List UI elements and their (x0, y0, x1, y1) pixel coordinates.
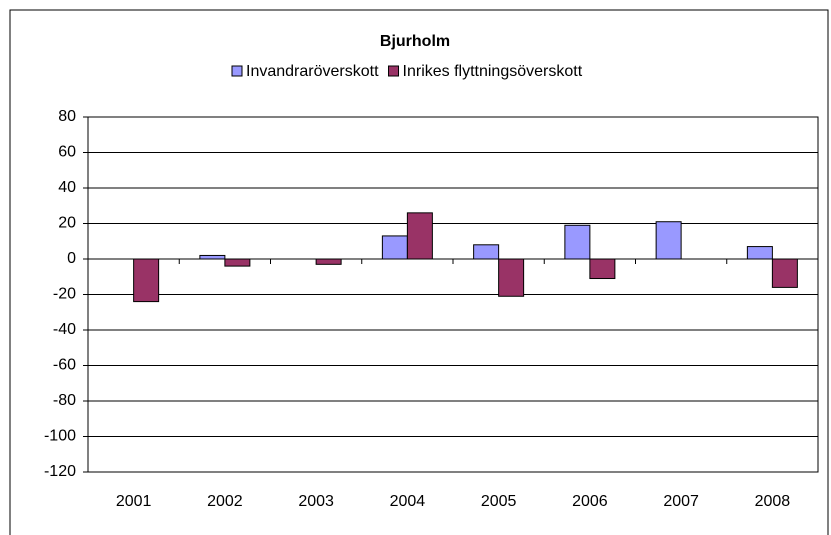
y-tick-label: -60 (53, 357, 76, 374)
y-tick-label: 20 (58, 215, 76, 232)
x-tick-label: 2007 (663, 493, 699, 510)
x-tick-label: 2006 (572, 493, 608, 510)
y-tick-label: -80 (53, 392, 76, 409)
bar (406, 212, 433, 260)
chart-title: Bjurholm (380, 33, 450, 50)
legend: Invandraröverskott Inrikes flyttningsöver… (231, 63, 583, 80)
y-tick-label: -40 (53, 321, 76, 338)
y-tick-label: -20 (53, 286, 76, 303)
bar (224, 258, 251, 267)
legend-label: Inrikes flyttningsöverskott (403, 63, 583, 80)
x-tick-label: 2002 (207, 493, 243, 510)
bar (655, 221, 682, 260)
y-tick-label: 0 (67, 250, 76, 267)
chart-frame (9, 9, 829, 535)
y-tick-label: -100 (44, 428, 76, 445)
y-tick-label: 60 (58, 144, 76, 161)
x-tick-label: 2008 (755, 493, 791, 510)
bar (746, 246, 773, 260)
y-tick-label: 80 (58, 108, 76, 125)
bar (133, 258, 160, 303)
bar (381, 235, 408, 260)
bar (199, 254, 226, 260)
x-tick-label: 2003 (298, 493, 334, 510)
legend-swatch (388, 65, 400, 77)
bar (564, 224, 591, 260)
y-tick-label: -120 (44, 463, 76, 480)
bar (473, 244, 500, 260)
y-tick-label: 40 (58, 179, 76, 196)
legend-label: Invandraröverskott (246, 63, 379, 80)
bar (589, 258, 616, 280)
bar (771, 258, 798, 288)
x-tick-label: 2001 (116, 493, 152, 510)
legend-swatch (231, 65, 243, 77)
bar (315, 258, 342, 265)
x-tick-label: 2004 (390, 493, 426, 510)
bar (498, 258, 525, 297)
x-tick-label: 2005 (481, 493, 517, 510)
